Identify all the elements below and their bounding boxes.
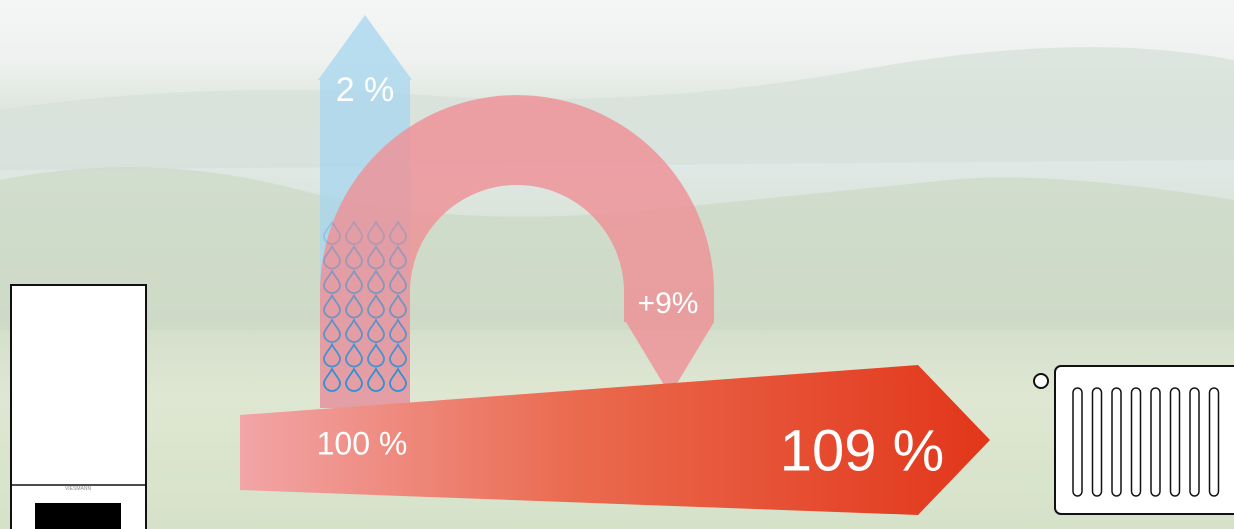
loss-label: 2 %	[336, 71, 395, 109]
diagram: 2 % +9% 100 % 109 % VIESMANN	[0, 0, 1234, 529]
boiler	[11, 285, 146, 529]
boiler-display	[35, 503, 121, 529]
radiator-valve	[1034, 374, 1048, 388]
input-label: 100 %	[317, 425, 408, 461]
boiler-logo: VIESMANN	[65, 486, 92, 492]
gain-label: +9%	[638, 287, 699, 320]
output-label: 109 %	[780, 418, 944, 483]
